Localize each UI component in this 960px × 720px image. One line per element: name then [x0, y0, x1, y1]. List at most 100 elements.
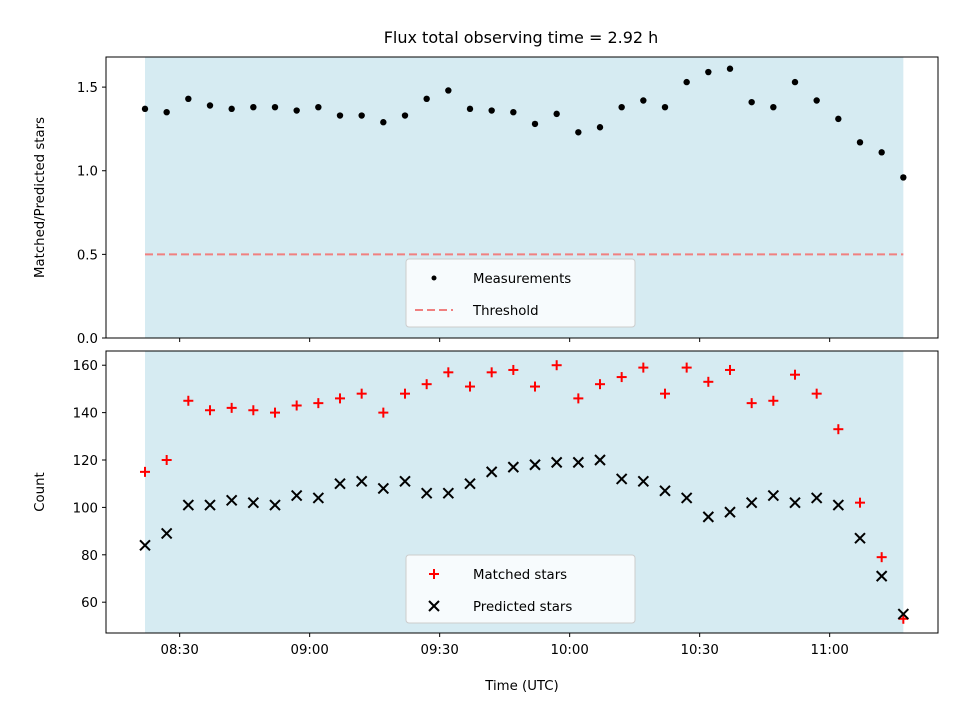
matched-star-point [551, 360, 562, 371]
legend-box [405, 258, 636, 328]
predicted-star-point [594, 454, 606, 466]
matched-star-point [703, 376, 714, 387]
x-marker-b [290, 489, 303, 502]
matched-star-point [833, 424, 844, 435]
x-axis-label: Time (UTC) [484, 679, 559, 694]
x-tick-label: 10:00 [551, 643, 589, 658]
x-marker-b [659, 485, 671, 497]
predicted-star-point [637, 475, 650, 488]
x-marker-b [724, 506, 736, 518]
x-marker-b [875, 570, 888, 582]
measurement-point [791, 78, 799, 86]
predicted-star-point [789, 496, 801, 509]
matched-star-point [400, 388, 410, 399]
predicted-star-point [615, 473, 628, 485]
measurement-point [553, 110, 560, 118]
measurement-point [206, 102, 214, 109]
predicted-star-point [767, 489, 780, 502]
measurement-point [423, 95, 430, 103]
x-marker-b [160, 527, 173, 540]
x-marker-b [767, 489, 780, 502]
predicted-star-point [702, 511, 715, 523]
x-marker-b [702, 511, 715, 523]
legend-x-icon [428, 600, 440, 612]
predicted-star-point [225, 494, 238, 507]
legend-label: Threshold [472, 304, 539, 319]
measurement-point [250, 103, 257, 111]
legend-box [405, 554, 636, 624]
x-marker-b [269, 499, 281, 511]
x-marker-b [529, 459, 541, 471]
matched-star-point [226, 402, 237, 413]
predicted-star-point [290, 489, 303, 502]
matched-star-point [183, 395, 194, 406]
matched-star-point [356, 388, 367, 399]
x-marker-b [680, 492, 693, 504]
matched-star-point [205, 405, 215, 416]
matched-star-point [638, 362, 649, 373]
matched-star-point [161, 455, 172, 466]
predicted-star-point [355, 475, 368, 488]
measurement-point [336, 112, 344, 119]
predicted-star-point [420, 487, 433, 499]
measurement-point [271, 103, 279, 111]
predicted-star-point [485, 466, 498, 478]
predicted-star-point [854, 532, 866, 544]
x-marker-b [182, 499, 195, 511]
measurement-point [228, 105, 235, 113]
measurement-point [596, 124, 604, 131]
measurement-point [640, 97, 647, 104]
measurement-point [445, 87, 452, 94]
x-marker-b [464, 477, 476, 490]
measurement-point [618, 103, 625, 111]
measurement-point [185, 95, 192, 103]
x-marker-b [377, 482, 390, 495]
measurement-point [466, 105, 474, 113]
predicted-star-point [334, 477, 346, 490]
measurement-point [380, 119, 387, 126]
x-marker-b [420, 487, 433, 499]
x-marker-b [854, 532, 866, 544]
x-marker-b [897, 608, 910, 620]
axes-frame [105, 350, 939, 634]
predicted-star-point [832, 499, 845, 511]
measurement-point [900, 174, 907, 181]
matched-star-point [876, 552, 887, 563]
matched-star-point [508, 364, 519, 375]
predicted-star-point [312, 492, 325, 504]
measurement-point [315, 103, 322, 111]
x-marker-b [789, 496, 801, 509]
predicted-star-point [529, 459, 541, 471]
predicted-star-point [659, 485, 671, 497]
x-marker-b [428, 600, 440, 612]
matched-star-point [486, 367, 497, 378]
x-marker-b [334, 477, 346, 490]
x-tick-label: 08:30 [161, 643, 199, 658]
x-marker-b [637, 475, 650, 488]
predicted-star-point [745, 496, 758, 509]
matched-star-point [595, 379, 605, 390]
matched-star-point [790, 369, 800, 380]
measurement-point [856, 139, 864, 146]
matched-star-point [746, 398, 757, 409]
y-axis-label: Matched/Predicted stars [33, 117, 48, 278]
measurement-point [163, 108, 170, 116]
matched-star-point [140, 466, 150, 477]
matched-star-point [270, 407, 280, 418]
measurement-point [835, 115, 842, 123]
predicted-star-point [897, 608, 910, 620]
predicted-star-point [442, 487, 455, 499]
predicted-star-point [182, 499, 195, 511]
y-tick-label: 1.0 [77, 165, 98, 180]
x-marker-b [745, 496, 758, 509]
legend: Measurements Threshold [405, 258, 636, 328]
matched-star-point [378, 407, 389, 418]
x-marker-b [247, 496, 260, 509]
x-marker-b [312, 492, 325, 504]
measurement-point [510, 108, 517, 116]
matched-star-point [530, 381, 540, 392]
legend-dot-icon [431, 275, 437, 281]
measurement-point [813, 97, 820, 104]
x-marker-b [355, 475, 368, 488]
x-marker-b [594, 454, 606, 466]
